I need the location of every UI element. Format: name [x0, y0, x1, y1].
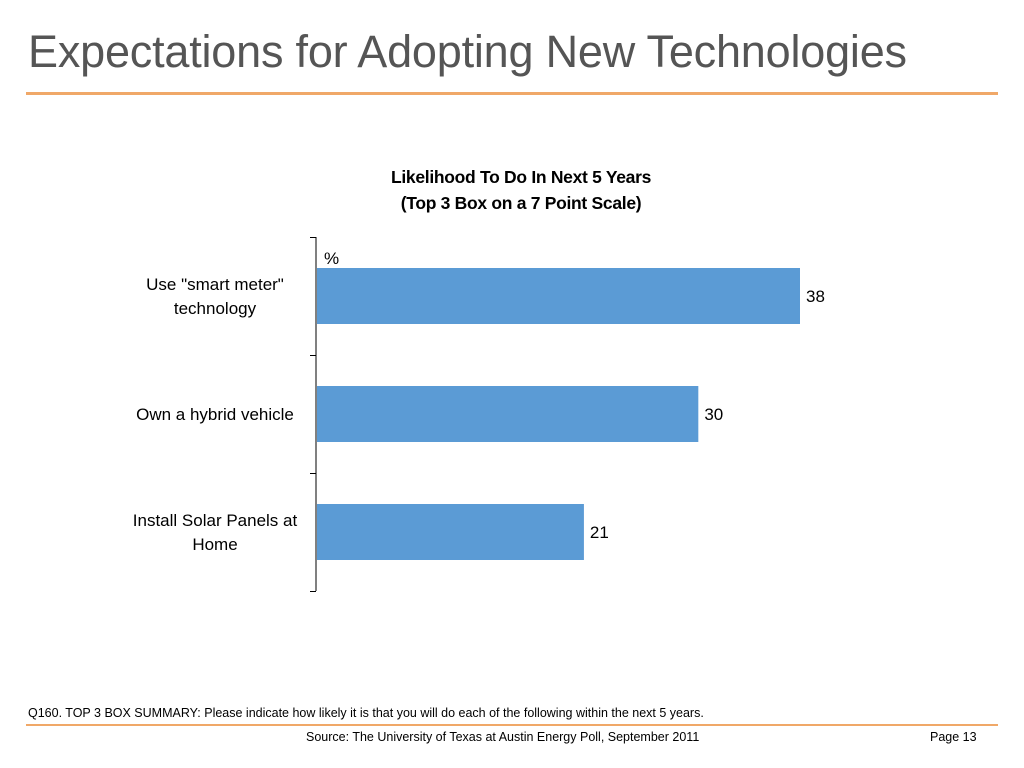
chart-title: Likelihood To Do In Next 5 Years	[390, 167, 652, 187]
title-divider	[26, 92, 998, 95]
category-label-line: Use "smart meter"	[146, 275, 284, 294]
page-number: Page 13	[930, 730, 977, 744]
footer-divider	[26, 724, 998, 726]
source-note: Source: The University of Texas at Austi…	[306, 730, 700, 744]
category-label-line: technology	[174, 299, 257, 318]
category-label-line: Home	[192, 535, 237, 554]
category-label-line: Install Solar Panels at	[133, 511, 298, 530]
bar-1	[317, 386, 699, 442]
data-label-1: 30	[704, 405, 723, 424]
bar-0	[317, 268, 800, 324]
category-label-0: Use "smart meter" technology	[146, 275, 284, 318]
chart-title-block: Likelihood To Do In Next 5 Years (Top 3 …	[300, 164, 742, 216]
data-label-2: 21	[590, 523, 609, 542]
category-label-line: Own a hybrid vehicle	[136, 405, 294, 424]
bar-2	[317, 504, 584, 560]
question-footnote: Q160. TOP 3 BOX SUMMARY: Please indicate…	[28, 706, 704, 720]
data-label-0: 38	[806, 287, 825, 306]
slide-title: Expectations for Adopting New Technologi…	[28, 26, 907, 77]
category-label-1: Own a hybrid vehicle	[136, 405, 294, 424]
category-label-2: Install Solar Panels at Home	[133, 511, 298, 554]
chart-subtitle: (Top 3 Box on a 7 Point Scale)	[400, 193, 642, 213]
unit-label: %	[324, 249, 339, 268]
